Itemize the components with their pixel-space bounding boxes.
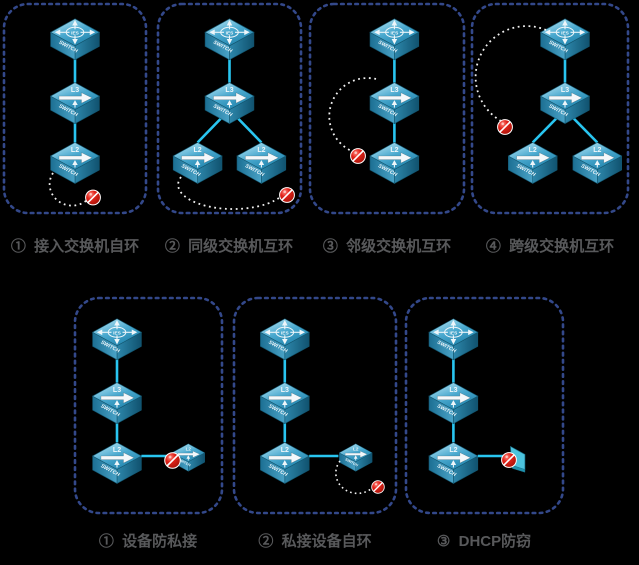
svg-text:① 设备防私接: ① 设备防私接 xyxy=(99,532,197,550)
svg-text:③ DHCP防窃: ③ DHCP防窃 xyxy=(437,532,531,550)
svg-text:③ 邻级交换机互环: ③ 邻级交换机互环 xyxy=(323,237,451,255)
svg-text:④ 跨级交换机互环: ④ 跨级交换机互环 xyxy=(486,237,614,255)
svg-text:② 同级交换机互环: ② 同级交换机互环 xyxy=(165,237,293,255)
svg-text:① 接入交换机自环: ① 接入交换机自环 xyxy=(11,237,139,255)
svg-text:② 私接设备自环: ② 私接设备自环 xyxy=(258,532,371,550)
